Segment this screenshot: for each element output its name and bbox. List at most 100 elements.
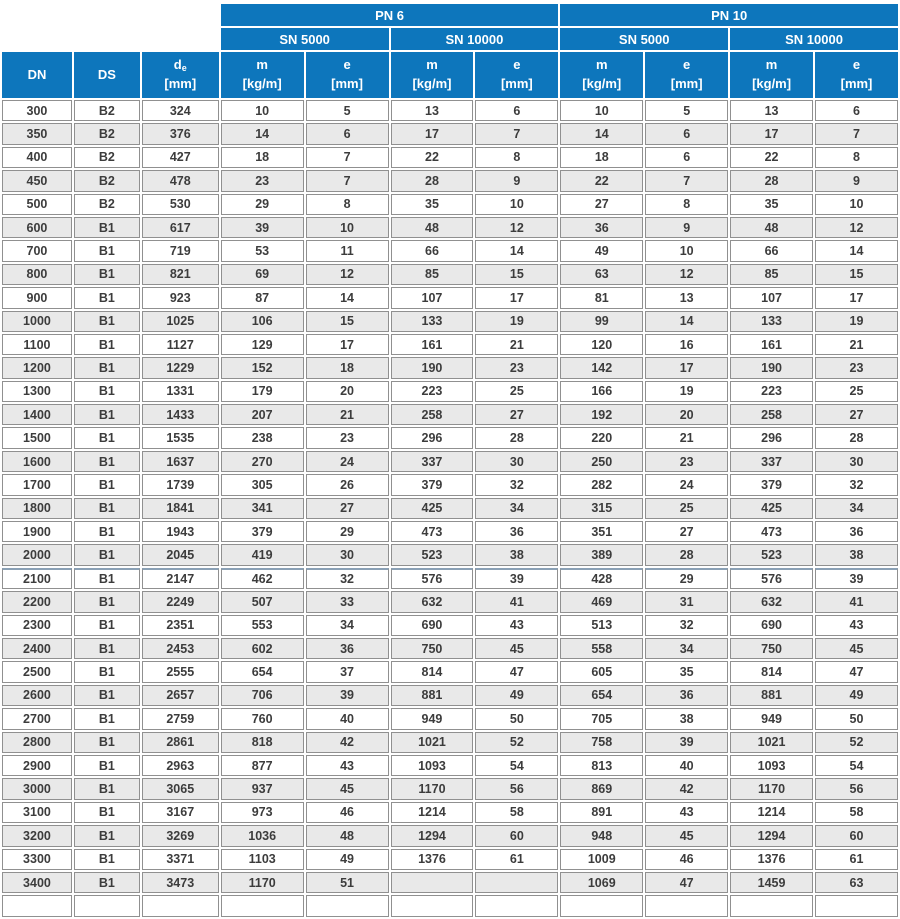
table-cell: 238 [220,427,304,449]
header-de: de [mm] [141,52,219,98]
table-cell: 6 [475,100,559,122]
table-cell: 1376 [390,848,474,870]
table-cell: B2 [73,100,140,122]
table-cell: 6 [645,123,729,145]
table-cell: 425 [390,497,474,520]
table-cell: 258 [390,404,474,426]
table-cell: 11 [305,240,389,262]
table-cell: 469 [560,591,644,613]
table-cell: 1100 [2,333,72,356]
header-row-pn: PN 6 PN 10 [2,4,898,26]
table-cell: 50 [475,708,559,730]
table-cell: 7 [815,123,898,145]
table-cell: 21 [305,404,389,426]
table-cell: 2963 [141,754,219,777]
header-ds: DS [73,52,140,98]
table-cell: 632 [730,591,814,613]
table-cell: 600 [2,216,72,239]
table-cell [390,871,474,894]
table-cell: 15 [815,263,898,286]
header-m-pn6-sn5000: m [kg/m] [220,52,304,98]
table-cell: 654 [560,684,644,707]
table-cell: 18 [305,357,389,379]
table-cell: 35 [390,193,474,215]
table-cell: 52 [815,731,898,753]
table-cell: B1 [73,380,140,403]
table-cell: 3167 [141,801,219,824]
header-m-pn10-sn5000: m [kg/m] [560,52,644,98]
table-cell: 1093 [730,754,814,777]
table-cell: 49 [815,684,898,707]
table-cell: 1170 [390,778,474,800]
table-cell: 2657 [141,684,219,707]
table-cell: 28 [475,427,559,449]
table-row: 1700 B1 1739 305 26 379 32 282 24 379 32 [2,474,898,496]
table-cell: 2900 [2,754,72,777]
table-cell: 161 [390,333,474,356]
table-cell: 2759 [141,708,219,730]
table-cell: 39 [815,567,898,590]
table-cell: 29 [645,567,729,590]
table-cell: 949 [390,708,474,730]
table-cell: 700 [2,240,72,262]
table-cell [2,895,72,917]
table-cell: 315 [560,497,644,520]
table-cell: 250 [560,450,644,473]
table-cell: 1170 [730,778,814,800]
table-cell: 7 [305,170,389,192]
table-cell: 32 [475,474,559,496]
table-row: 700 B1 719 53 11 66 14 49 10 66 14 [2,240,898,262]
table-cell: 379 [220,521,304,543]
table-cell: 2100 [2,567,72,590]
table-cell [220,895,304,917]
table-cell: 51 [305,871,389,894]
table-cell: 13 [645,287,729,309]
table-cell: 36 [475,521,559,543]
table-cell: B1 [73,825,140,847]
table-cell: 2800 [2,731,72,753]
table-cell: 530 [141,193,219,215]
table-cell: 14 [560,123,644,145]
table-cell: 2861 [141,731,219,753]
table-cell: 750 [390,637,474,660]
table-cell: 22 [560,170,644,192]
table-cell: 69 [220,263,304,286]
table-cell: 632 [390,591,474,613]
table-cell: 21 [645,427,729,449]
blank-region [2,28,219,50]
table-cell: 1127 [141,333,219,356]
header-dn: DN [2,52,72,98]
table-cell: 258 [730,404,814,426]
table-cell: 341 [220,497,304,520]
table-cell: 17 [815,287,898,309]
table-cell: 26 [305,474,389,496]
table-cell: 28 [645,544,729,566]
table-cell: 37 [305,661,389,683]
table-cell: 12 [645,263,729,286]
table-cell: 1069 [560,871,644,894]
table-cell: 9 [645,216,729,239]
table-cell: 800 [2,263,72,286]
table-cell: 3269 [141,825,219,847]
table-cell: 32 [305,567,389,590]
table-cell: 35 [730,193,814,215]
table-cell: 32 [645,614,729,636]
table-cell: 21 [815,333,898,356]
table-cell: 133 [730,310,814,332]
table-cell: 719 [141,240,219,262]
table-cell: 17 [390,123,474,145]
table-cell: 10 [560,100,644,122]
table-cell: 1433 [141,404,219,426]
table-cell: 973 [220,801,304,824]
table-cell: 10 [815,193,898,215]
table-cell: 48 [390,216,474,239]
table-row: 900 B1 923 87 14 107 17 81 13 107 17 [2,287,898,309]
table-cell: 814 [390,661,474,683]
table-cell: 99 [560,310,644,332]
table-row: 2000 B1 2045 419 30 523 38 389 28 523 38 [2,544,898,566]
table-cell: 27 [815,404,898,426]
table-body: 300 B2 324 10 5 13 6 10 5 13 6 350 B2 376 14 6 17 7 14 6 17 7… [2,100,898,917]
table-cell: 12 [815,216,898,239]
table-cell: 654 [220,661,304,683]
table-cell: 690 [730,614,814,636]
